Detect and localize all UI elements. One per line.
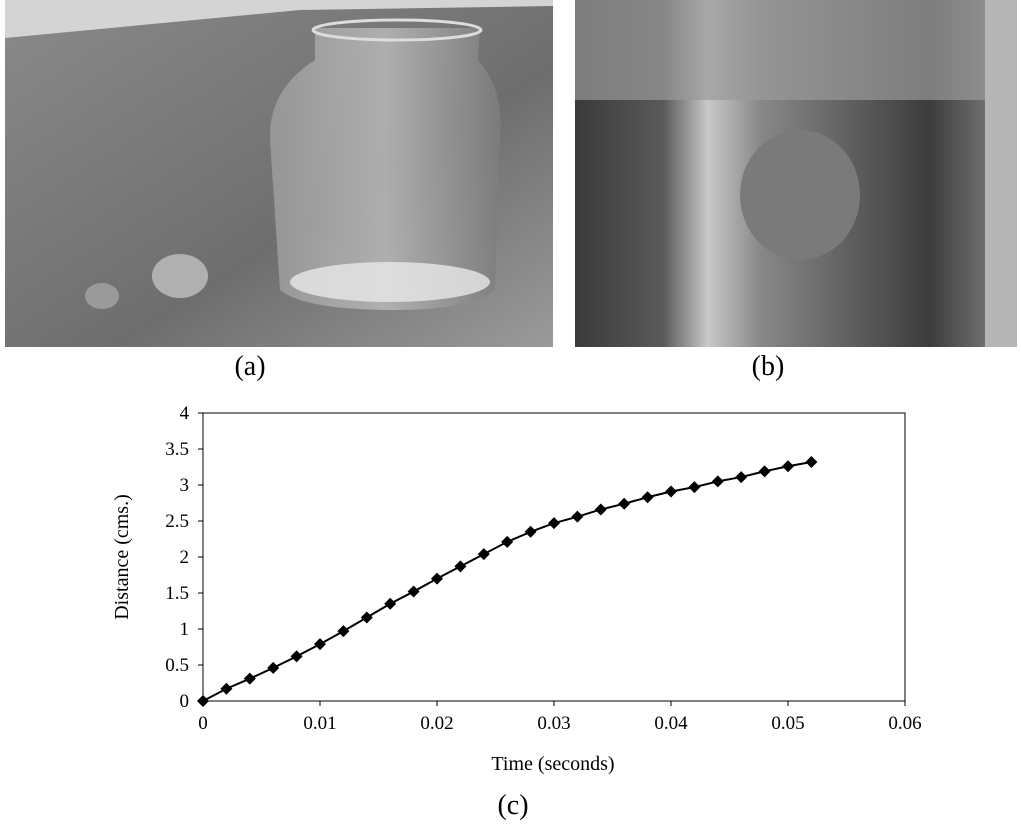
y-axis-label: Distance (cms.)	[111, 494, 133, 620]
photo-b	[575, 0, 1017, 347]
data-marker	[548, 517, 560, 529]
data-marker	[665, 485, 677, 497]
data-marker	[805, 456, 817, 468]
y-tick-label: 3.5	[165, 439, 189, 460]
caption: (c)	[497, 790, 528, 821]
x-tick-label: 0.02	[420, 713, 453, 734]
y-tick-label: 0.5	[165, 655, 189, 676]
data-marker	[688, 481, 700, 493]
data-marker	[618, 498, 630, 510]
data-marker	[197, 695, 209, 707]
data-marker	[267, 662, 279, 674]
plot-frame	[203, 413, 905, 701]
data-marker	[735, 471, 747, 483]
y-tick-label: 3	[180, 475, 190, 496]
x-tick-label: 0.04	[654, 713, 688, 734]
data-marker	[337, 625, 349, 637]
x-tick-label: 0.06	[888, 713, 921, 734]
x-tick-label: 0.03	[537, 713, 570, 734]
data-marker	[759, 465, 771, 477]
y-tick-label: 4	[180, 403, 190, 424]
data-marker	[291, 650, 303, 662]
data-marker	[525, 526, 537, 538]
data-marker	[454, 560, 466, 572]
caption: (b)	[752, 351, 785, 382]
x-tick-label: 0.01	[303, 713, 336, 734]
y-tick-label: 2.5	[165, 511, 189, 532]
y-tick-label: 1	[180, 619, 190, 640]
photo-a	[5, 0, 553, 347]
data-marker	[642, 491, 654, 503]
data-marker	[244, 673, 256, 685]
data-marker	[384, 598, 396, 610]
data-marker	[220, 683, 232, 695]
data-marker	[571, 511, 583, 523]
caption: (a)	[234, 351, 265, 382]
data-marker	[361, 611, 373, 623]
x-axis-label: Time (seconds)	[491, 753, 614, 775]
y-tick-label: 1.5	[165, 583, 189, 604]
data-marker	[595, 503, 607, 515]
data-marker	[314, 638, 326, 650]
figure: (a) (b) (c) Time (seconds) Distance (cms…	[0, 0, 1021, 824]
data-marker	[408, 586, 420, 598]
data-marker	[782, 460, 794, 472]
data-marker	[478, 548, 490, 560]
data-marker	[431, 573, 443, 585]
y-tick-label: 2	[180, 547, 190, 568]
figure-svg: (a) (b) (c) Time (seconds) Distance (cms…	[0, 0, 1021, 824]
data-line	[203, 462, 811, 701]
x-tick-label: 0.05	[771, 713, 804, 734]
x-tick-label: 0	[198, 713, 208, 734]
data-marker	[712, 475, 724, 487]
data-marker	[501, 536, 513, 548]
y-tick-label: 0	[180, 691, 190, 712]
